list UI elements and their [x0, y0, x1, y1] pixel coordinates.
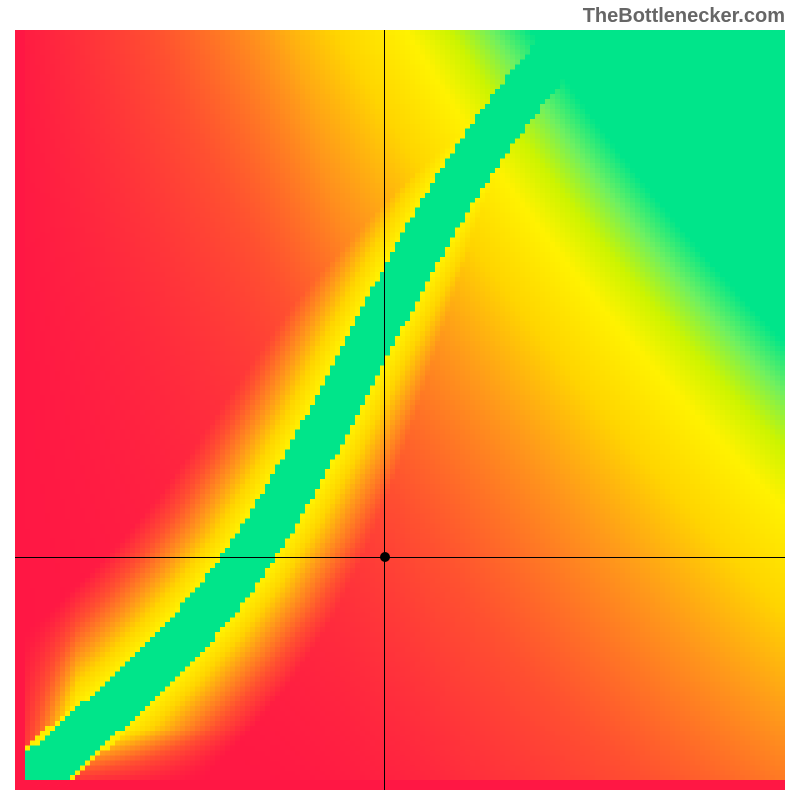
heatmap-canvas — [15, 30, 785, 790]
crosshair-vertical — [384, 30, 385, 790]
watermark-text: TheBottlenecker.com — [583, 5, 785, 28]
heatmap-plot — [15, 30, 785, 790]
crosshair-horizontal — [15, 557, 785, 558]
